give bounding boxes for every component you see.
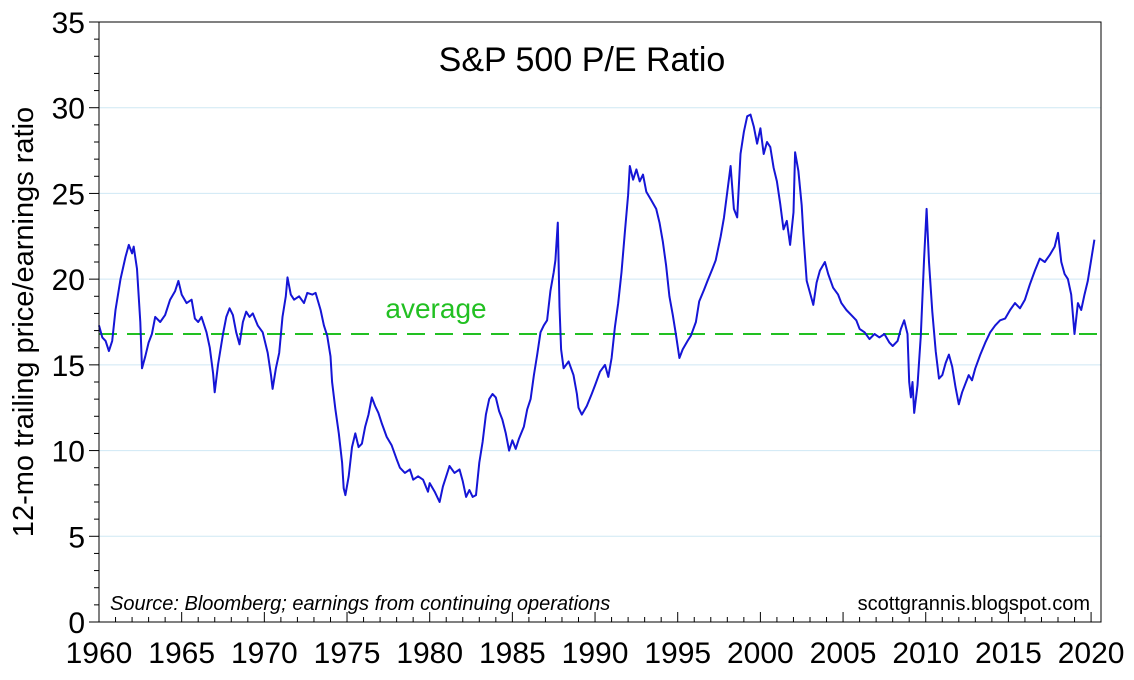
x-tick-label-1960: 1960 bbox=[66, 637, 133, 670]
x-tick-label-1995: 1995 bbox=[644, 637, 711, 670]
source-note: Source: Bloomberg; earnings from continu… bbox=[110, 593, 610, 615]
y-tick-label-0: 0 bbox=[68, 607, 85, 640]
y-tick-label-35: 35 bbox=[52, 7, 85, 40]
plot-frame bbox=[98, 21, 1102, 623]
credit-label: scottgrannis.blogspot.com bbox=[858, 593, 1090, 615]
x-tick-label-2000: 2000 bbox=[727, 637, 794, 670]
chart-title: S&P 500 P/E Ratio bbox=[439, 41, 726, 79]
x-tick-label-1975: 1975 bbox=[314, 637, 381, 670]
x-tick-label-1985: 1985 bbox=[479, 637, 546, 670]
y-tick-label-30: 30 bbox=[52, 93, 85, 126]
y-tick-label-15: 15 bbox=[52, 350, 85, 383]
y-axis: 0 5 10 15 20 25 30 35 bbox=[52, 7, 99, 640]
y-tick-label-5: 5 bbox=[68, 521, 85, 554]
x-tick-label-2015: 2015 bbox=[975, 637, 1042, 670]
average-label: average bbox=[385, 293, 486, 324]
x-tick-label-2010: 2010 bbox=[892, 637, 959, 670]
x-tick-label-1980: 1980 bbox=[396, 637, 463, 670]
x-tick-label-2020: 2020 bbox=[1058, 637, 1125, 670]
y-axis-label: 12-mo trailing price/earnings ratio bbox=[8, 107, 40, 537]
y-tick-label-10: 10 bbox=[52, 436, 85, 469]
x-tick-label-1970: 1970 bbox=[231, 637, 298, 670]
pe-ratio-series-line bbox=[98, 113, 1096, 503]
y-tick-label-25: 25 bbox=[52, 178, 85, 211]
gridlines bbox=[99, 107, 1101, 537]
y-tick-label-20: 20 bbox=[52, 264, 85, 297]
x-axis: 1960 1965 1970 1975 1980 1985 1990 1995 2000 2005… bbox=[66, 612, 1125, 670]
x-tick-label-1990: 1990 bbox=[562, 637, 629, 670]
x-tick-label-2005: 2005 bbox=[810, 637, 877, 670]
x-tick-label-1965: 1965 bbox=[148, 637, 215, 670]
series-group bbox=[98, 113, 1096, 503]
